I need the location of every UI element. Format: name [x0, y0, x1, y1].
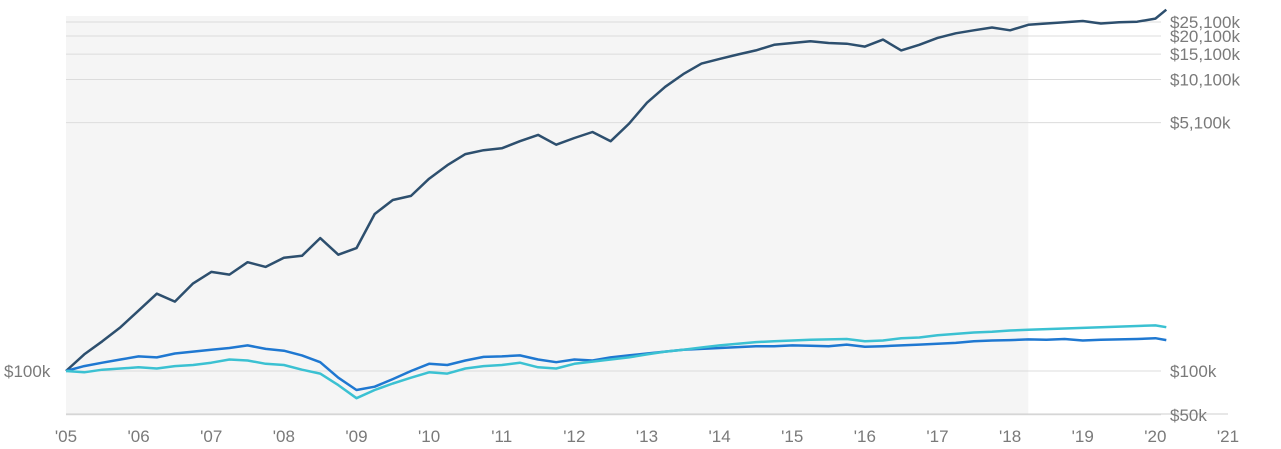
x-tick-label: '11	[491, 427, 512, 446]
y-right-tick-label: $20,100k	[1170, 27, 1240, 46]
y-left-tick-label: $100k	[4, 362, 51, 381]
x-tick-label: '17	[926, 427, 948, 446]
x-tick-label: '20	[1144, 427, 1166, 446]
series-line-3	[65, 324, 1167, 400]
y-right-tick-label: $15,100k	[1170, 45, 1240, 64]
y-right-tick-label: $25,100k	[1170, 13, 1240, 32]
x-tick-label: '07	[200, 427, 222, 446]
x-tick-label: '06	[128, 427, 150, 446]
x-tick-label: '19	[1072, 427, 1094, 446]
y-right-tick-label: $10,100k	[1170, 70, 1240, 89]
x-tick-label: '16	[854, 427, 876, 446]
series-line-2	[65, 336, 1167, 392]
y-left-tick-labels: $100k	[4, 362, 51, 381]
x-tick-label: '13	[636, 427, 658, 446]
y-right-tick-labels: $25,100k$20,100k$15,100k $10,100k $5,100k $…	[1170, 13, 1240, 425]
series-group	[65, 8, 1168, 400]
series-line-1	[65, 8, 1168, 372]
x-tick-label: '05	[55, 427, 77, 446]
y-right-tick-label: $100k	[1170, 362, 1217, 381]
y-right-tick-label: $5,100k	[1170, 114, 1231, 133]
x-tick-label: '10	[418, 427, 440, 446]
x-tick-labels: '05 '06 '07 '08 '09 '10 '11 '12 '13 '14 '15 '16 '17 '…	[55, 427, 1239, 446]
gridlines	[66, 21, 1161, 416]
x-tick-label: '12	[563, 427, 585, 446]
x-tick-label: '14	[709, 427, 731, 446]
x-tick-label: '18	[999, 427, 1021, 446]
x-tick-label: '08	[273, 427, 295, 446]
x-tick-label: '21	[1217, 427, 1239, 446]
shaded-region	[66, 16, 1029, 414]
x-tick-label: '15	[781, 427, 803, 446]
x-tick-label: '09	[345, 427, 367, 446]
y-right-tick-label: $50k	[1170, 406, 1207, 425]
